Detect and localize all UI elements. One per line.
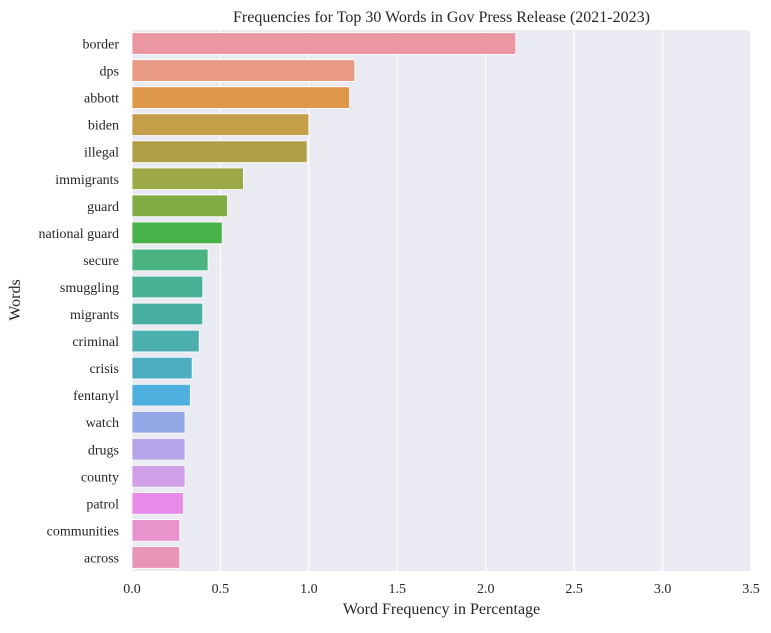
y-tick-label: criminal xyxy=(72,335,119,350)
y-tick-label: patrol xyxy=(86,497,119,512)
x-tick-label: 2.0 xyxy=(477,582,495,597)
y-tick-label: communities xyxy=(47,524,119,539)
x-tick-label: 2.5 xyxy=(565,582,583,597)
bar-patrol xyxy=(131,492,184,515)
bar-criminal xyxy=(131,329,200,353)
x-tick-label: 0.0 xyxy=(123,582,141,597)
x-tick-label: 1.0 xyxy=(300,582,318,597)
y-tick-label: secure xyxy=(83,254,119,269)
y-tick-label: drugs xyxy=(88,443,119,458)
y-axis-label: Words xyxy=(7,279,24,320)
bar-illegal xyxy=(131,140,308,163)
bar-drugs xyxy=(131,438,186,461)
y-tick-label: fentanyl xyxy=(73,389,119,404)
y-tick-label: immigrants xyxy=(55,173,119,188)
x-axis-label: Word Frequency in Percentage xyxy=(343,601,540,618)
y-tick-label: dps xyxy=(100,65,119,80)
bar-communities xyxy=(131,519,181,542)
y-tick-label: watch xyxy=(86,416,119,431)
y-tick-label: national guard xyxy=(39,227,119,242)
y-tick-label: across xyxy=(84,551,119,566)
bar-abbott xyxy=(131,86,350,109)
bar-guard xyxy=(131,194,228,218)
x-tick-label: 0.5 xyxy=(212,582,230,597)
x-tick-label: 3.0 xyxy=(654,582,672,597)
y-tick-label: border xyxy=(82,38,119,53)
bars xyxy=(131,32,517,569)
bar-border xyxy=(131,32,517,55)
y-tick-label: county xyxy=(81,470,119,485)
x-tick-label: 3.5 xyxy=(742,582,760,597)
chart-title: Frequencies for Top 30 Words in Gov Pres… xyxy=(233,9,650,26)
y-tick-label: abbott xyxy=(84,92,119,107)
bar-smuggling xyxy=(131,275,204,299)
bar-watch xyxy=(131,411,186,434)
x-tick-label: 1.5 xyxy=(389,582,407,597)
bar-migrants xyxy=(131,302,204,326)
bar-dps xyxy=(131,59,356,82)
bar-fentanyl xyxy=(131,383,191,407)
y-tick-label: biden xyxy=(88,119,119,134)
y-tick-labels: border dps abbott biden illegal immigrants gua… xyxy=(39,38,120,567)
y-tick-label: crisis xyxy=(89,362,119,377)
plot-area xyxy=(132,30,751,571)
y-tick-label: illegal xyxy=(84,146,119,161)
bar-secure xyxy=(131,248,209,272)
bar-county xyxy=(131,465,186,488)
bar-crisis xyxy=(131,356,193,380)
y-tick-label: smuggling xyxy=(60,281,119,296)
y-tick-label: migrants xyxy=(70,308,119,323)
bar-national-guard xyxy=(131,221,223,245)
bar-biden xyxy=(131,113,310,136)
y-tick-label: guard xyxy=(87,200,119,215)
bar-across xyxy=(131,546,181,569)
bar-immigrants xyxy=(131,167,244,190)
x-tick-labels: 0.0 0.5 1.0 1.5 2.0 2.5 3.0 3.5 xyxy=(123,582,760,597)
